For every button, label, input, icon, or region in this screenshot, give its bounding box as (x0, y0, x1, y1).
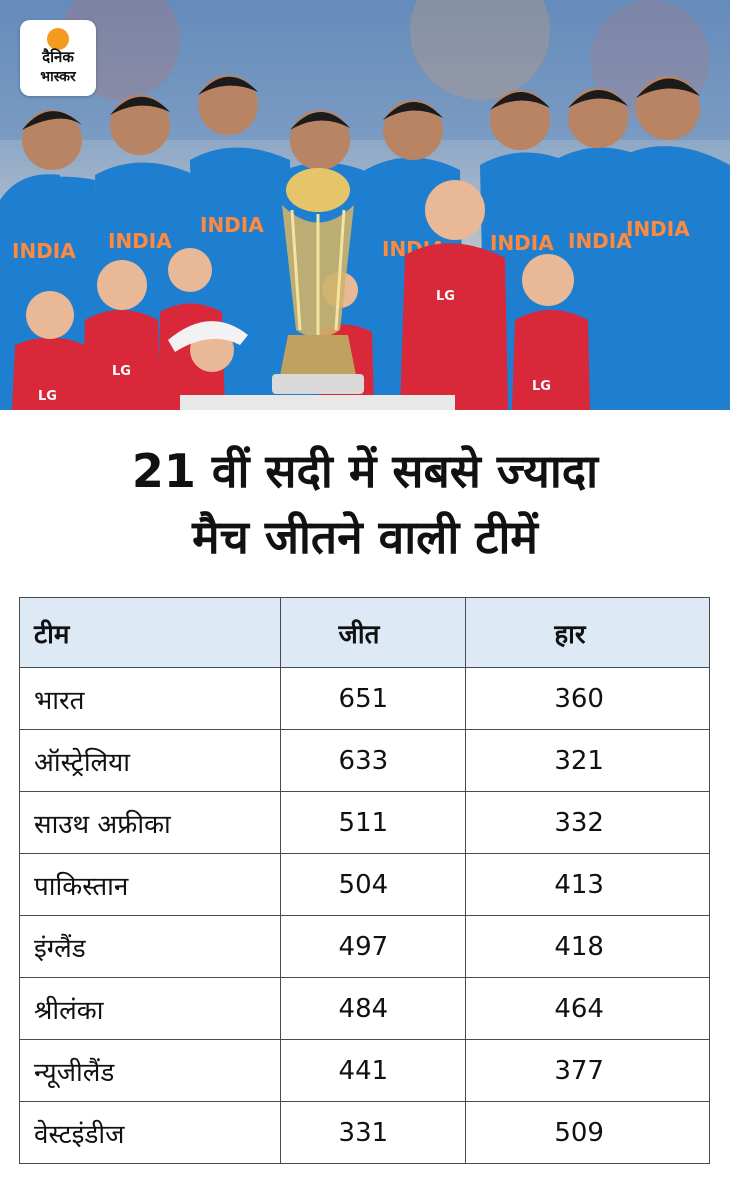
logo-text-line2: भास्कर (40, 69, 76, 85)
team-lineup-illustration: INDIA INDIA INDIA INDIA INDIA INDIA INDI… (0, 0, 730, 410)
hero-photo: INDIA INDIA INDIA INDIA INDIA INDIA INDI… (0, 0, 730, 410)
table-row: ऑस्ट्रेलिया 633 321 (19, 729, 710, 792)
jersey-label: INDIA (108, 229, 172, 253)
team-cell: साउथ अफ्रीका (19, 791, 281, 854)
page-title: 21 वीं सदी में सबसे ज्यादा मैच जीतने वाल… (0, 438, 730, 570)
kid-jersey-label: LG (38, 389, 57, 404)
kid-jersey-label: LG (112, 364, 131, 379)
table-row: श्रीलंका 484 464 (19, 977, 710, 1040)
title-line-2: मैच जीतने वाली टीमें (192, 510, 538, 564)
logo-text-line1: दैनिक (42, 48, 74, 66)
kid-jersey-label: LG (436, 289, 455, 304)
losses-cell: 418 (465, 915, 710, 978)
table-row: भारत 651 360 (19, 667, 710, 730)
table-row: साउथ अफ्रीका 511 332 (19, 791, 710, 854)
table-header-row: टीम जीत हार (19, 597, 710, 668)
dainik-bhaskar-logo: दैनिक भास्कर (20, 20, 96, 96)
team-cell: भारत (19, 667, 281, 730)
jersey-label: INDIA (568, 229, 632, 253)
wins-cell: 511 (279, 791, 467, 854)
sun-icon (47, 28, 69, 50)
table-row: इंग्लैंड 497 418 (19, 915, 710, 978)
jersey-label: INDIA (626, 217, 690, 241)
losses-cell: 413 (465, 853, 710, 916)
team-cell: वेस्टइंडीज (19, 1101, 281, 1164)
jersey-label: INDIA (490, 231, 554, 255)
wins-cell: 484 (279, 977, 467, 1040)
table-row: पाकिस्तान 504 413 (19, 853, 710, 916)
wins-cell: 331 (279, 1101, 467, 1164)
losses-cell: 332 (465, 791, 710, 854)
table-row: न्यूजीलैंड 441 377 (19, 1039, 710, 1102)
wins-cell: 497 (279, 915, 467, 978)
team-cell: न्यूजीलैंड (19, 1039, 281, 1102)
losses-cell: 509 (465, 1101, 710, 1164)
losses-cell: 377 (465, 1039, 710, 1102)
header-losses: हार (465, 597, 710, 668)
team-cell: श्रीलंका (19, 977, 281, 1040)
wins-cell: 651 (279, 667, 467, 730)
world-cup-trophy-icon (272, 168, 364, 394)
team-cell: ऑस्ट्रेलिया (19, 729, 281, 792)
losses-cell: 464 (465, 977, 710, 1040)
jersey-label: INDIA (12, 239, 76, 263)
wins-losses-table: टीम जीत हार भारत 651 360 ऑस्ट्रेलिया 633… (19, 597, 710, 1164)
wins-cell: 504 (279, 853, 467, 916)
team-cell: पाकिस्तान (19, 853, 281, 916)
header-team: टीम (19, 597, 281, 668)
jersey-label: INDIA (200, 213, 264, 237)
wins-cell: 633 (279, 729, 467, 792)
kid-jersey-label: LG (532, 379, 551, 394)
team-cell: इंग्लैंड (19, 915, 281, 978)
title-line-1: 21 वीं सदी में सबसे ज्यादा (131, 444, 599, 498)
table-row: वेस्टइंडीज 331 509 (19, 1101, 710, 1164)
header-wins: जीत (279, 597, 467, 668)
losses-cell: 321 (465, 729, 710, 792)
wins-cell: 441 (279, 1039, 467, 1102)
losses-cell: 360 (465, 667, 710, 730)
